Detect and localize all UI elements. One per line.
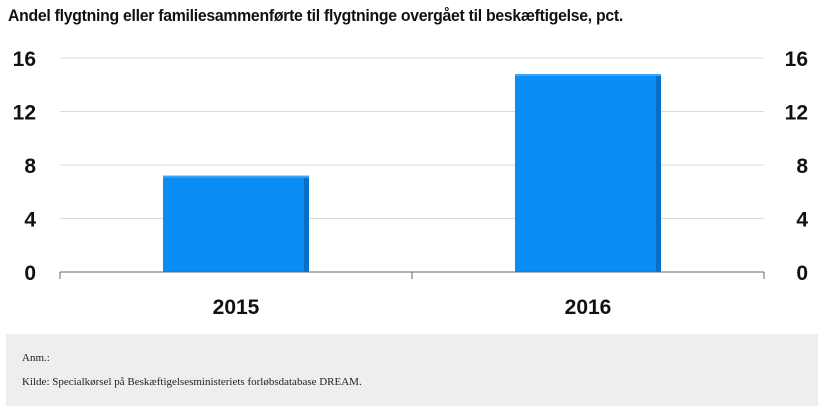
y-axis-left: 0 4 8 12 16	[13, 48, 37, 285]
y-tick-label-left: 16	[13, 48, 36, 71]
y-axis-right: 0 4 8 12 16	[785, 48, 809, 285]
y-tick-label-left: 12	[13, 102, 36, 125]
bar-highlight-2016	[515, 74, 661, 77]
y-tick-label-right: 0	[796, 262, 808, 285]
x-axis	[59, 271, 765, 279]
chart-title: Andel flygtning eller familiesammenførte…	[8, 6, 624, 25]
y-tick-label-right: 12	[785, 102, 808, 125]
bar-shade-2015	[304, 177, 309, 272]
y-tick-label-left: 8	[24, 155, 36, 178]
category-label: 2016	[565, 296, 612, 319]
y-tick-label-right: 4	[796, 209, 808, 232]
bar-chart: 0 4 8 12 16 0 4 8 12 16 2015 2016	[13, 48, 809, 319]
footer-notes: Anm.: Kilde: Specialkørsel på Beskæftige…	[6, 334, 818, 406]
bar-shade-2016	[656, 76, 661, 272]
y-tick-label-right: 8	[796, 155, 808, 178]
bar-2015	[163, 175, 309, 272]
y-tick-label-right: 16	[785, 48, 808, 71]
y-tick-label-left: 4	[24, 209, 36, 232]
category-label: 2015	[213, 296, 260, 319]
y-tick-label-left: 0	[24, 262, 36, 285]
footer-source: Kilde: Specialkørsel på Beskæftigelsesmi…	[22, 376, 362, 388]
category-labels: 2015 2016	[213, 296, 612, 319]
footer-note: Anm.:	[22, 352, 50, 364]
bar-2016	[515, 74, 661, 272]
bars	[163, 74, 661, 272]
bar-highlight-2015	[163, 175, 309, 178]
